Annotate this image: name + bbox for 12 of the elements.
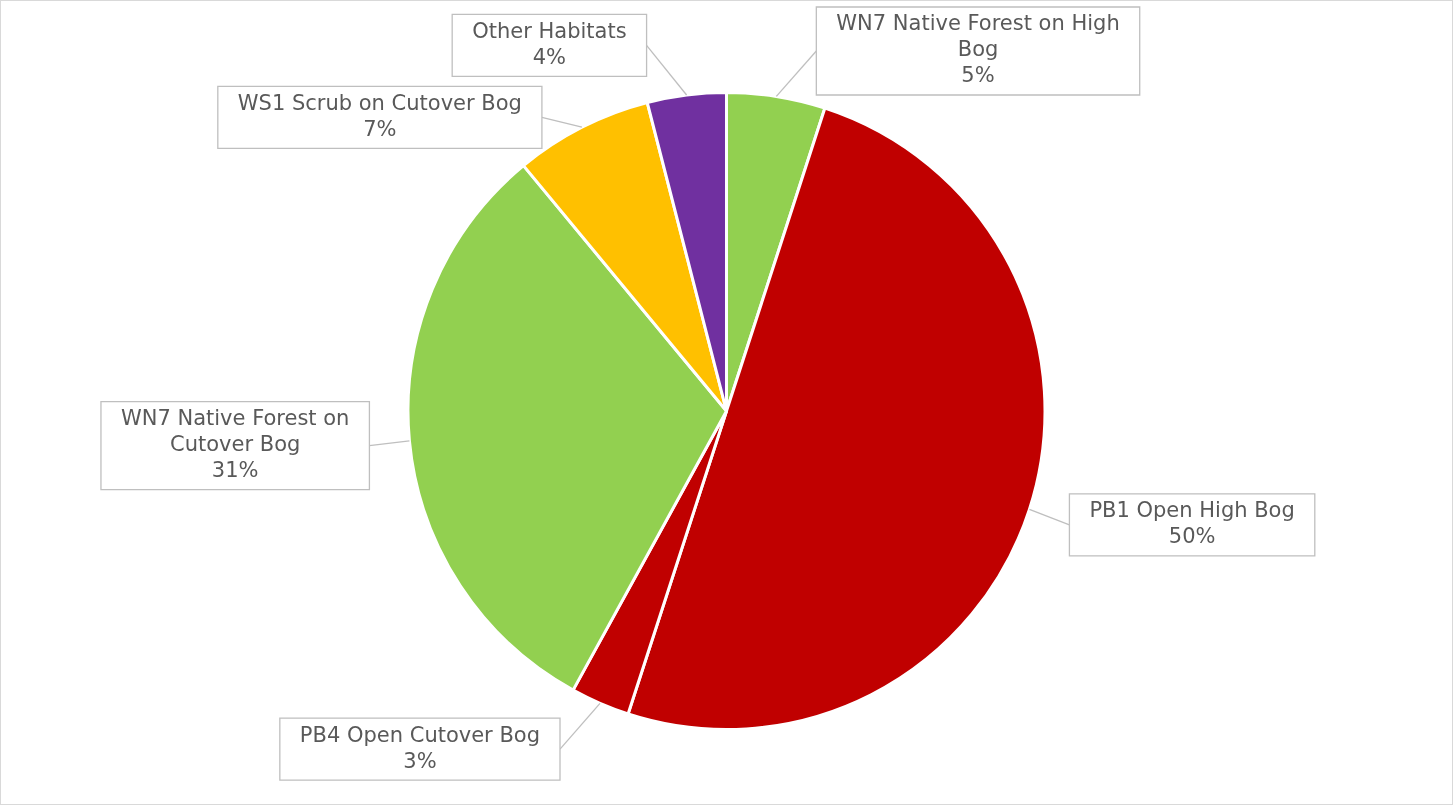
data-label: 50%	[1168, 524, 1216, 549]
slice-label: WN7 Native Forest on High Bog	[836, 11, 1120, 62]
slice-label: Other Habitats	[472, 18, 627, 43]
slice-label: WN7 Native Forest on Cutover Bog	[120, 406, 350, 457]
data-label: 5%	[961, 63, 995, 88]
slice-label: PB1 Open High Bog	[1089, 498, 1295, 523]
data-label: 4%	[532, 44, 567, 69]
data-label: 7%	[363, 116, 397, 141]
slice-label: WS1 Scrub on Cutover Bog	[237, 90, 522, 115]
data-label: 31%	[211, 458, 259, 483]
slice-label: PB4 Open Cutover Bog	[299, 722, 541, 747]
data-label: 3%	[403, 748, 437, 773]
